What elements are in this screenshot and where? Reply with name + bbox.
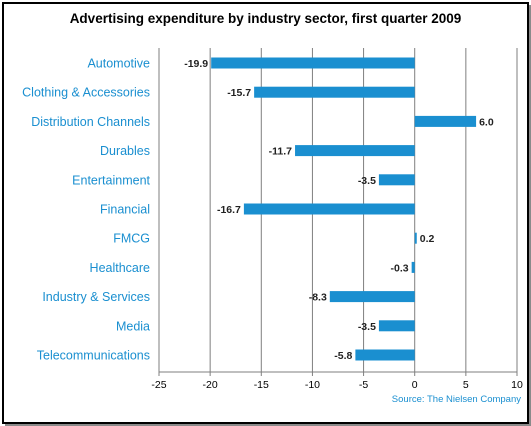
value-label: -0.3 [391,262,409,274]
value-label: -8.3 [309,292,327,304]
bar [414,115,477,127]
value-label: -19.9 [184,58,208,70]
value-label: -11.7 [269,146,293,158]
category-label: Clothing & Accessories [22,86,150,100]
bar [378,320,415,332]
bar [355,349,415,361]
chart-title: Advertising expenditure by industry sect… [69,11,462,26]
bar [295,145,415,157]
x-tick-label: 10 [511,379,523,391]
value-label: 0.2 [420,233,435,245]
category-label: Industry & Services [42,290,150,304]
category-label: Distribution Channels [31,115,150,129]
category-label: Healthcare [90,261,150,275]
x-tick-label: -10 [305,379,320,391]
value-label: -16.7 [217,204,241,216]
category-label: Durables [100,144,150,158]
bar [378,174,415,186]
category-label: FMCG [113,232,150,246]
category-label: Entertainment [72,173,150,187]
bar [254,86,415,98]
bar [211,57,415,69]
x-tick-label: -15 [254,379,269,391]
value-label: 6.0 [479,116,494,128]
value-label: -5.8 [334,350,352,362]
bar [243,203,415,215]
source-note: Source: The Nielsen Company [391,394,521,405]
value-label: -15.7 [227,87,251,99]
category-label: Automotive [87,57,150,71]
value-label: -3.5 [358,175,376,187]
category-label: Financial [100,203,150,217]
x-tick-label: -20 [203,379,218,391]
bar [411,261,415,273]
x-tick-label: -25 [151,379,166,391]
bar [329,291,415,303]
x-tick-label: 0 [412,379,418,391]
value-label: -3.5 [358,321,376,333]
x-tick-label: 5 [463,379,469,391]
bar [414,232,417,244]
category-label: Media [116,319,150,333]
category-label: Telecommunications [37,349,150,363]
x-tick-label: -5 [359,379,368,391]
